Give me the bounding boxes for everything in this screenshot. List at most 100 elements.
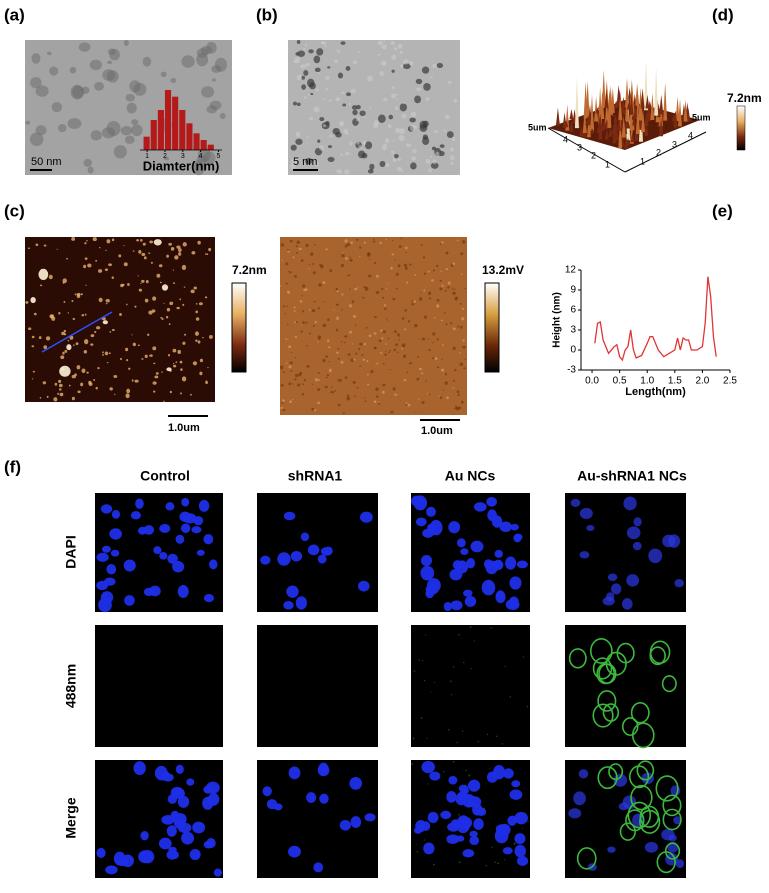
speck bbox=[385, 318, 388, 320]
speck bbox=[27, 247, 30, 250]
speck bbox=[673, 816, 682, 825]
speck bbox=[105, 865, 118, 875]
speck bbox=[427, 811, 439, 824]
speck bbox=[134, 379, 139, 383]
speck bbox=[426, 506, 436, 517]
speck bbox=[611, 583, 622, 595]
speck bbox=[396, 351, 399, 353]
speck bbox=[71, 237, 76, 241]
speck bbox=[334, 390, 337, 392]
speck bbox=[308, 268, 310, 270]
speck bbox=[119, 313, 122, 317]
speck bbox=[294, 378, 297, 381]
speck bbox=[357, 50, 361, 53]
speck bbox=[464, 595, 477, 607]
speck bbox=[418, 659, 421, 661]
speck bbox=[427, 270, 430, 273]
speck bbox=[137, 344, 140, 346]
column-header: Control bbox=[140, 468, 190, 484]
spike bbox=[626, 137, 631, 146]
speck bbox=[426, 737, 428, 739]
speck bbox=[379, 352, 383, 355]
speck bbox=[63, 329, 67, 333]
speck bbox=[439, 287, 443, 291]
speck bbox=[286, 585, 299, 598]
speck bbox=[155, 372, 159, 375]
speck bbox=[38, 268, 49, 281]
speck bbox=[510, 523, 519, 531]
axis-tick: 3 bbox=[672, 139, 677, 149]
speck bbox=[152, 296, 157, 301]
column-header: shRNA1 bbox=[288, 468, 343, 484]
speck bbox=[381, 60, 387, 66]
speck bbox=[496, 590, 505, 599]
speck bbox=[413, 300, 417, 303]
speck bbox=[31, 335, 35, 339]
speck bbox=[287, 250, 290, 253]
speck bbox=[172, 269, 175, 271]
x-tick-label: 2.5 bbox=[723, 376, 737, 387]
speck bbox=[120, 126, 133, 136]
speck bbox=[429, 771, 441, 781]
speck bbox=[579, 507, 593, 520]
speck bbox=[391, 93, 396, 99]
speck bbox=[25, 120, 31, 125]
spike bbox=[644, 108, 649, 127]
speck bbox=[390, 411, 394, 414]
speck bbox=[328, 360, 330, 363]
speck bbox=[63, 300, 66, 304]
speck bbox=[426, 578, 441, 593]
speck bbox=[143, 525, 155, 535]
speck bbox=[141, 358, 144, 360]
speck bbox=[159, 552, 168, 560]
speck bbox=[298, 247, 302, 251]
speck bbox=[420, 291, 422, 293]
speck bbox=[48, 274, 53, 280]
speck bbox=[401, 114, 407, 119]
speck bbox=[319, 117, 325, 122]
speck bbox=[402, 59, 409, 65]
speck bbox=[308, 309, 311, 311]
speck bbox=[321, 41, 327, 45]
speck bbox=[516, 560, 528, 569]
data-line bbox=[594, 276, 717, 362]
speck bbox=[325, 248, 328, 251]
speck bbox=[337, 348, 340, 350]
speck bbox=[153, 546, 162, 555]
speck bbox=[320, 264, 324, 269]
speck bbox=[349, 776, 363, 790]
speck bbox=[433, 130, 438, 134]
speck bbox=[644, 842, 659, 853]
speck bbox=[458, 634, 461, 636]
histogram-bar bbox=[193, 133, 200, 150]
speck bbox=[178, 248, 182, 252]
speck bbox=[632, 541, 642, 551]
speck bbox=[294, 321, 297, 324]
speck bbox=[362, 358, 366, 361]
speck bbox=[373, 262, 377, 265]
speck bbox=[173, 363, 175, 365]
speck bbox=[344, 169, 350, 175]
speck bbox=[307, 93, 311, 96]
speck bbox=[449, 680, 452, 683]
speck bbox=[118, 254, 122, 258]
speck bbox=[460, 252, 464, 256]
speck bbox=[475, 833, 478, 836]
speck bbox=[404, 266, 408, 270]
spike bbox=[594, 96, 599, 122]
speck bbox=[392, 297, 396, 301]
spike bbox=[590, 105, 595, 130]
speck bbox=[174, 255, 179, 260]
speck bbox=[570, 498, 581, 507]
speck bbox=[120, 283, 124, 288]
speck bbox=[381, 288, 384, 291]
speck bbox=[450, 161, 454, 165]
speck bbox=[126, 359, 129, 362]
speck bbox=[388, 282, 390, 284]
speck bbox=[358, 347, 361, 351]
speck bbox=[66, 344, 72, 351]
speck bbox=[96, 552, 109, 562]
speck bbox=[427, 523, 437, 532]
speck bbox=[281, 260, 284, 262]
